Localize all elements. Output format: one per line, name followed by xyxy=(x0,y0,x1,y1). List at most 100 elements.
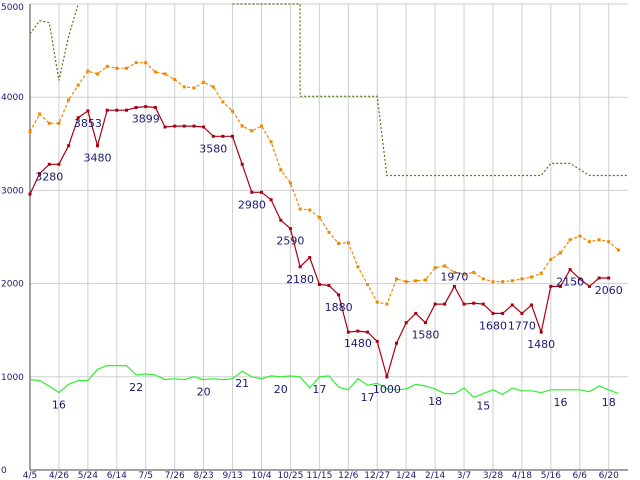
series-point-1 xyxy=(105,64,109,68)
series-point-1 xyxy=(279,168,283,172)
series-point-1 xyxy=(481,277,485,281)
series-point-1 xyxy=(182,85,186,89)
series-point-0 xyxy=(105,108,109,112)
series-point-0 xyxy=(424,321,427,325)
series-point-0 xyxy=(260,190,263,194)
data-label: 1970 xyxy=(440,270,468,283)
data-labels: 3280 3853 3480 3899 3580 2980 2590 2180 1880 1480… xyxy=(35,113,622,413)
series-point-1 xyxy=(144,61,148,65)
series-point-1 xyxy=(443,264,447,268)
data-label: 17 xyxy=(312,383,326,396)
series-point-0 xyxy=(443,302,447,306)
series-point-1 xyxy=(414,279,418,283)
series-point-1 xyxy=(462,272,466,276)
series-point-0 xyxy=(433,302,437,306)
data-label: 21 xyxy=(235,377,249,390)
series-point-0 xyxy=(76,116,80,120)
series-point-1 xyxy=(510,279,514,283)
data-label: 1480 xyxy=(527,338,555,351)
series-point-0 xyxy=(153,106,157,109)
series-point-1 xyxy=(395,277,398,281)
series-point-1 xyxy=(385,302,389,306)
data-label: 16 xyxy=(553,396,567,409)
series-line-3 xyxy=(29,3,79,81)
data-label: 1880 xyxy=(325,301,353,314)
series-point-0 xyxy=(327,284,331,287)
series-point-1 xyxy=(366,283,370,286)
series-point-1 xyxy=(163,72,167,76)
series-point-1 xyxy=(472,270,476,274)
series-point-0 xyxy=(67,144,71,148)
series-point-1 xyxy=(115,66,119,70)
series-point-1 xyxy=(327,230,331,234)
y-tick-label: 3000 xyxy=(1,186,24,196)
data-label: 2590 xyxy=(276,235,304,248)
x-tick-label: 3/7 xyxy=(457,471,471,480)
series-point-0 xyxy=(520,311,524,315)
series-point-0 xyxy=(559,284,562,288)
data-label: 16 xyxy=(52,399,66,412)
data-label: 2150 xyxy=(556,276,584,289)
x-tick-label: 7/5 xyxy=(138,471,152,480)
series-point-1 xyxy=(192,86,196,90)
series-point-0 xyxy=(86,109,90,113)
series-point-1 xyxy=(288,181,292,185)
series-point-0 xyxy=(308,256,312,259)
series-point-1 xyxy=(597,238,601,242)
series-point-1 xyxy=(549,257,553,261)
series-point-0 xyxy=(510,303,514,307)
series-point-0 xyxy=(607,276,611,280)
series-group xyxy=(28,3,628,398)
x-tick-label: 11/15 xyxy=(306,471,332,480)
series-point-1 xyxy=(501,280,505,284)
series-point-0 xyxy=(337,293,341,297)
series-point-1 xyxy=(317,215,321,219)
x-tick-label: 2/14 xyxy=(425,471,445,480)
series-point-0 xyxy=(192,124,196,128)
series-point-1 xyxy=(96,72,99,76)
series-point-1 xyxy=(134,61,138,65)
series-point-0 xyxy=(549,284,553,288)
series-point-0 xyxy=(356,329,360,333)
x-tick-label: 6/6 xyxy=(573,471,588,480)
data-label: 2180 xyxy=(286,273,314,286)
series-point-1 xyxy=(260,124,263,128)
series-point-0 xyxy=(211,134,215,138)
series-point-1 xyxy=(578,234,582,238)
series-point-1 xyxy=(38,112,42,116)
series-point-1 xyxy=(153,70,157,74)
series-line-1 xyxy=(29,62,619,305)
series-point-1 xyxy=(559,251,562,255)
data-label: 3853 xyxy=(74,117,102,130)
x-tick-label: 3/28 xyxy=(483,471,503,480)
x-tick-label: 4/5 xyxy=(23,471,37,480)
series-point-1 xyxy=(452,270,456,274)
series-point-0 xyxy=(597,276,601,280)
series-point-0 xyxy=(385,375,389,379)
series-point-0 xyxy=(231,134,234,138)
series-point-1 xyxy=(125,66,128,70)
series-point-1 xyxy=(356,265,360,269)
y-tick-label: 4000 xyxy=(1,93,24,103)
y-tick-label: 2000 xyxy=(1,280,24,290)
series-point-1 xyxy=(491,280,495,284)
series-line-2 xyxy=(29,365,619,398)
data-label: 22 xyxy=(129,381,143,394)
data-label: 1680 xyxy=(479,319,507,332)
series-point-0 xyxy=(240,162,244,166)
data-label: 1480 xyxy=(344,337,372,350)
series-point-0 xyxy=(47,162,51,166)
data-label: 18 xyxy=(428,395,442,408)
series-point-1 xyxy=(298,207,302,211)
series-point-0 xyxy=(375,339,379,343)
series-point-1 xyxy=(202,80,206,84)
series-point-1 xyxy=(250,129,254,133)
series-point-0 xyxy=(366,330,370,334)
series-point-0 xyxy=(298,265,302,269)
series-point-0 xyxy=(96,144,99,148)
series-point-0 xyxy=(28,192,32,196)
x-tick-label: 4/18 xyxy=(512,471,532,480)
series-point-0 xyxy=(173,124,177,128)
series-point-0 xyxy=(288,227,292,231)
data-label: 17 xyxy=(361,391,375,404)
